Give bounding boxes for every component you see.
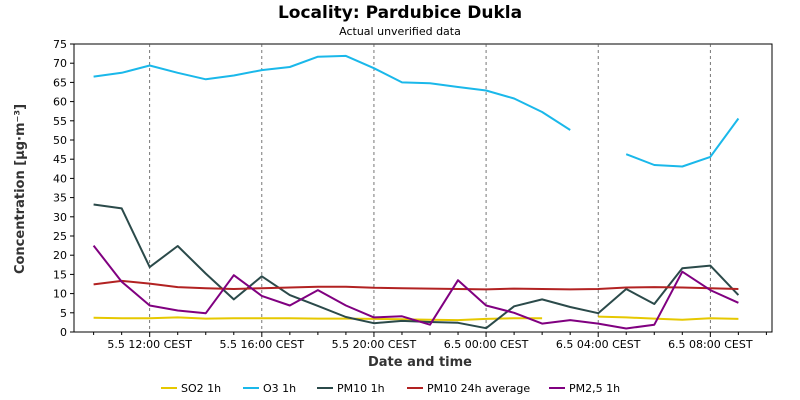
y-tick-label: 10 (53, 288, 67, 301)
y-tick-label: 40 (53, 172, 67, 185)
legend-label: PM2,5 1h (569, 382, 620, 395)
series-line (92, 244, 739, 330)
plot-area (73, 43, 773, 333)
x-tick-label: 5.5 20:00 CEST (332, 338, 417, 351)
x-tick-label: 6.5 00:00 CEST (444, 338, 529, 351)
series-line (93, 279, 739, 291)
y-tick-label: 30 (53, 211, 67, 224)
series-line (93, 54, 740, 168)
legend-item[interactable]: PM10 24h average (407, 382, 530, 395)
y-tick-label: 0 (60, 326, 67, 339)
y-tick-label: 15 (53, 268, 67, 281)
y-tick-label: 20 (53, 249, 67, 262)
x-axis-title: Date and time (368, 355, 472, 370)
y-tick-label: 50 (53, 134, 67, 147)
chart-subtitle: Actual unverified data (339, 25, 461, 38)
legend[interactable]: SO2 1h O3 1h PM10 1h PM10 24h average PM2,5 … (161, 382, 620, 395)
legend-label: PM10 24h average (427, 382, 530, 395)
series-line (93, 315, 739, 322)
y-tick-label: 55 (53, 115, 67, 128)
legend-item[interactable]: PM10 1h (317, 382, 385, 395)
y-tick-label: 25 (53, 230, 67, 243)
x-tick-label: 6.5 04:00 CEST (556, 338, 641, 351)
y-tick-label: 60 (53, 96, 67, 109)
chart-title: Locality: Pardubice Dukla (278, 3, 522, 23)
plot-frame (73, 43, 773, 333)
x-axis-ticks: 5.5 12:00 CEST 5.5 16:00 CEST 5.5 20:00 CE… (93, 332, 767, 351)
y-tick-label: 65 (53, 76, 67, 89)
y-axis-ticks: 0 5 10 15 20 25 30 35 40 45 50 55 60 65 70 75 (53, 38, 74, 339)
x-tick-label: 5.5 16:00 CEST (220, 338, 305, 351)
x-tick-label: 6.5 08:00 CEST (668, 338, 753, 351)
legend-item[interactable]: O3 1h (243, 382, 296, 395)
legend-item[interactable]: SO2 1h (161, 382, 221, 395)
legend-label: SO2 1h (181, 382, 221, 395)
legend-label: O3 1h (263, 382, 296, 395)
series-lines (92, 54, 740, 330)
x-tick-label: 5.5 12:00 CEST (107, 338, 192, 351)
y-tick-label: 35 (53, 192, 67, 205)
y-tick-label: 5 (60, 307, 67, 320)
legend-label: PM10 1h (337, 382, 385, 395)
y-tick-label: 45 (53, 153, 67, 166)
legend-item[interactable]: PM2,5 1h (549, 382, 620, 395)
y-tick-label: 75 (53, 38, 67, 51)
y-axis-title: Concentration [µg·m⁻³] (13, 104, 28, 274)
y-tick-label: 70 (53, 57, 67, 70)
